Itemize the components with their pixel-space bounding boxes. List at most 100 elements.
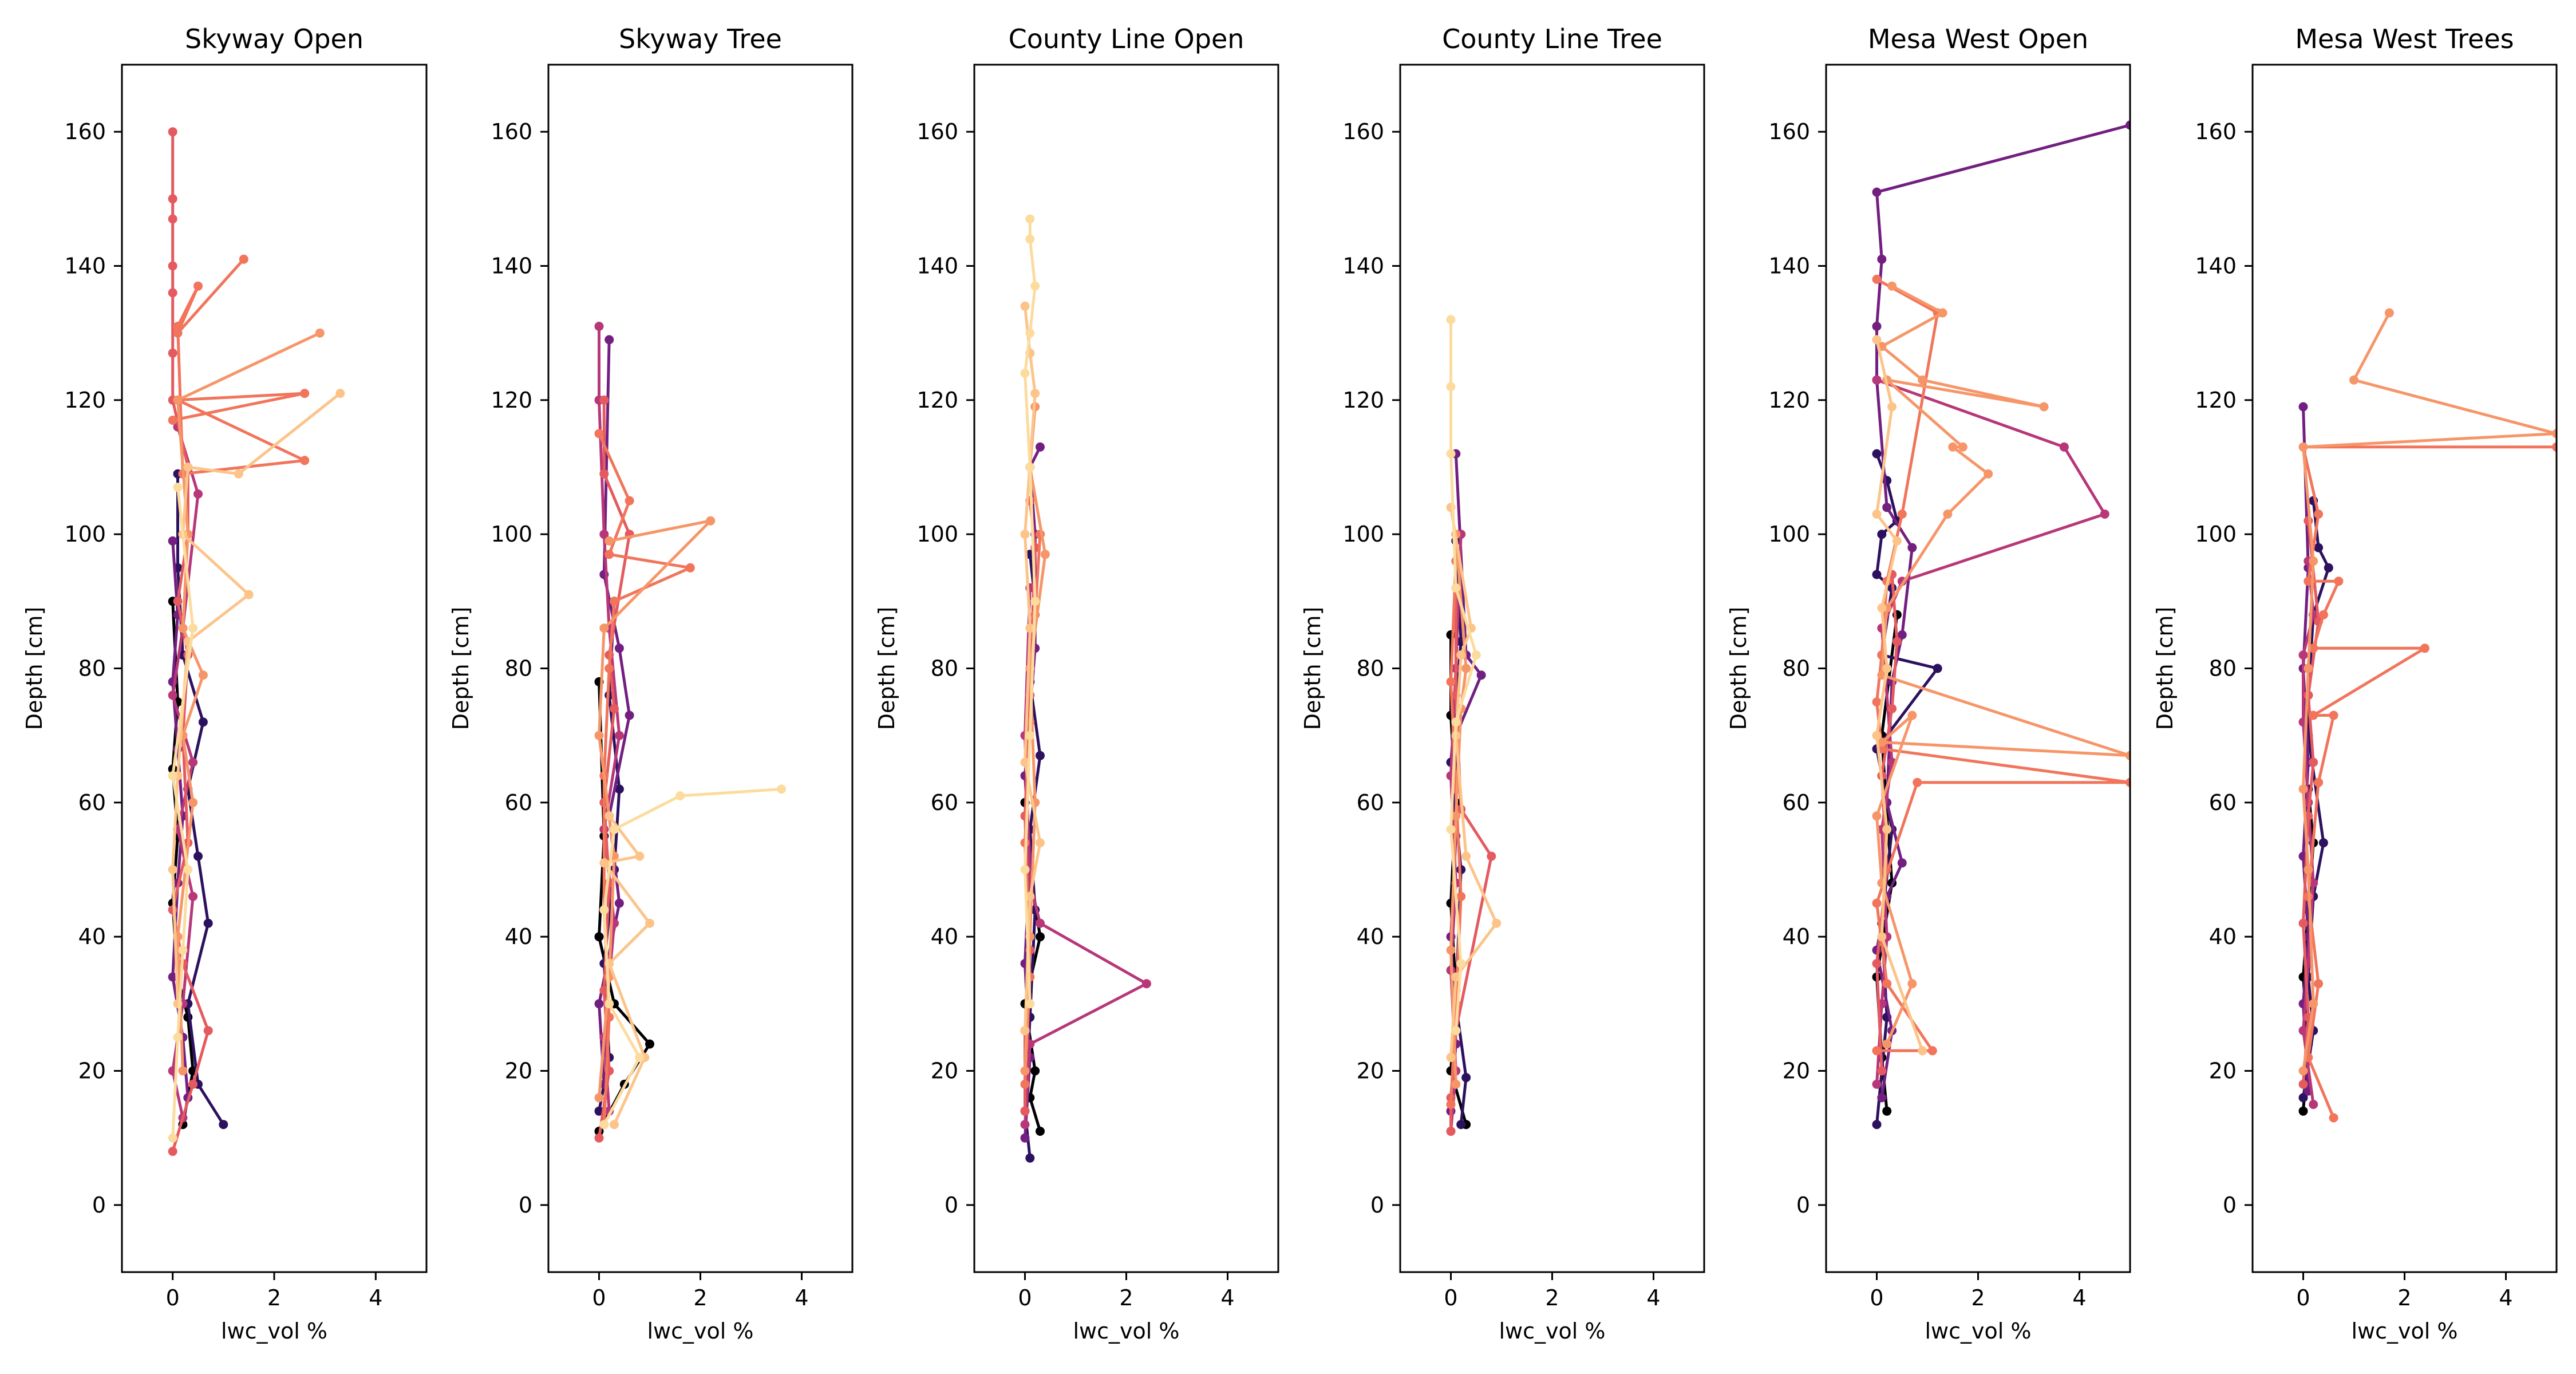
data-point [168, 348, 177, 358]
axes-frame [1825, 64, 2131, 1273]
data-point [1446, 315, 1456, 325]
plot-area [594, 322, 787, 1143]
data-point [219, 1120, 228, 1130]
y-tick-label: 60 [1783, 790, 1810, 815]
data-point [1456, 891, 1466, 901]
data-point [1020, 1079, 1030, 1089]
data-point [1887, 281, 1897, 291]
data-point [1872, 697, 1882, 707]
data-point [605, 550, 614, 559]
data-point [2059, 442, 2069, 452]
data-point [168, 416, 177, 425]
data-point [2309, 556, 2318, 566]
y-tick-label: 160 [916, 119, 958, 144]
data-point [1030, 389, 1040, 398]
data-point [1451, 1026, 1461, 1036]
data-point [1451, 583, 1461, 593]
x-tick-label: 2 [1971, 1285, 1985, 1310]
y-tick-label: 80 [505, 656, 532, 681]
data-point [1872, 1079, 1882, 1089]
data-point [188, 1079, 198, 1089]
data-point [1036, 918, 1045, 928]
data-point [168, 1147, 177, 1156]
data-point [1030, 281, 1040, 291]
data-point [635, 1053, 645, 1063]
data-point [1892, 637, 1902, 646]
y-tick-label: 160 [64, 119, 106, 144]
data-point [168, 771, 177, 780]
data-point [168, 536, 177, 546]
data-point [1933, 664, 1942, 673]
y-tick-label: 0 [2223, 1193, 2237, 1218]
data-point [2420, 643, 2429, 653]
data-point [1897, 630, 1907, 639]
plot-area [2298, 308, 2557, 1123]
y-tick-label: 0 [519, 1193, 532, 1218]
data-point [605, 811, 614, 821]
data-point [2298, 918, 2308, 928]
data-point [605, 999, 614, 1009]
data-point [335, 389, 345, 398]
data-point [1872, 187, 1882, 197]
x-axis-label: lwc_vol % [221, 1318, 327, 1344]
data-point [1451, 717, 1461, 727]
data-point [1872, 1046, 1882, 1056]
data-point [1872, 274, 1882, 284]
data-point [1456, 959, 1466, 968]
data-point [1471, 650, 1481, 660]
data-point [645, 918, 654, 928]
y-axis-label: Depth [cm] [1300, 607, 1325, 730]
data-point [625, 710, 634, 720]
data-point [2309, 1100, 2318, 1110]
y-tick-label: 100 [1342, 522, 1384, 547]
data-point [1872, 449, 1882, 459]
y-tick-label: 140 [2195, 254, 2237, 279]
y-tick-label: 160 [1342, 119, 1384, 144]
data-point [1887, 402, 1897, 412]
y-tick-label: 60 [1357, 790, 1384, 815]
data-point [168, 690, 177, 700]
y-tick-label: 140 [1342, 254, 1384, 279]
data-point [635, 851, 645, 861]
y-tick-label: 140 [64, 254, 106, 279]
data-point [1020, 1066, 1030, 1076]
data-point [2304, 577, 2313, 586]
plot-area [1020, 214, 1151, 1163]
y-tick-label: 140 [491, 254, 532, 279]
data-point [1456, 1120, 1466, 1130]
data-point [594, 731, 604, 740]
data-point [1446, 449, 1456, 459]
data-point [2329, 1113, 2338, 1123]
y-axis-label: Depth [cm] [1726, 607, 1751, 730]
data-point [1476, 670, 1486, 680]
data-point [1872, 1120, 1882, 1130]
data-point [1877, 670, 1887, 680]
data-point [2298, 1026, 2308, 1036]
data-point [1872, 898, 1882, 908]
data-point [1020, 1133, 1030, 1143]
x-tick-label: 4 [1646, 1285, 1660, 1310]
data-point [1446, 1127, 1456, 1136]
data-point [2298, 442, 2308, 452]
data-point [173, 597, 183, 606]
y-tick-label: 60 [2209, 790, 2237, 815]
y-tick-label: 40 [505, 924, 532, 949]
series-line [1875, 339, 1924, 1052]
data-point [168, 865, 177, 874]
data-point [1907, 710, 1917, 720]
x-tick-label: 2 [267, 1285, 281, 1310]
data-point [173, 328, 183, 338]
data-point [2309, 757, 2318, 767]
data-point [1025, 891, 1035, 901]
y-tick-label: 20 [505, 1059, 532, 1084]
data-point [1451, 1079, 1461, 1089]
y-tick-label: 80 [2209, 656, 2237, 681]
x-tick-label: 0 [2296, 1285, 2310, 1310]
data-point [178, 623, 188, 633]
y-tick-label: 100 [916, 522, 958, 547]
data-point [1036, 1127, 1045, 1136]
data-point [1446, 824, 1456, 834]
y-tick-label: 120 [916, 388, 958, 413]
data-point [1141, 979, 1151, 989]
data-point [1877, 932, 1887, 942]
